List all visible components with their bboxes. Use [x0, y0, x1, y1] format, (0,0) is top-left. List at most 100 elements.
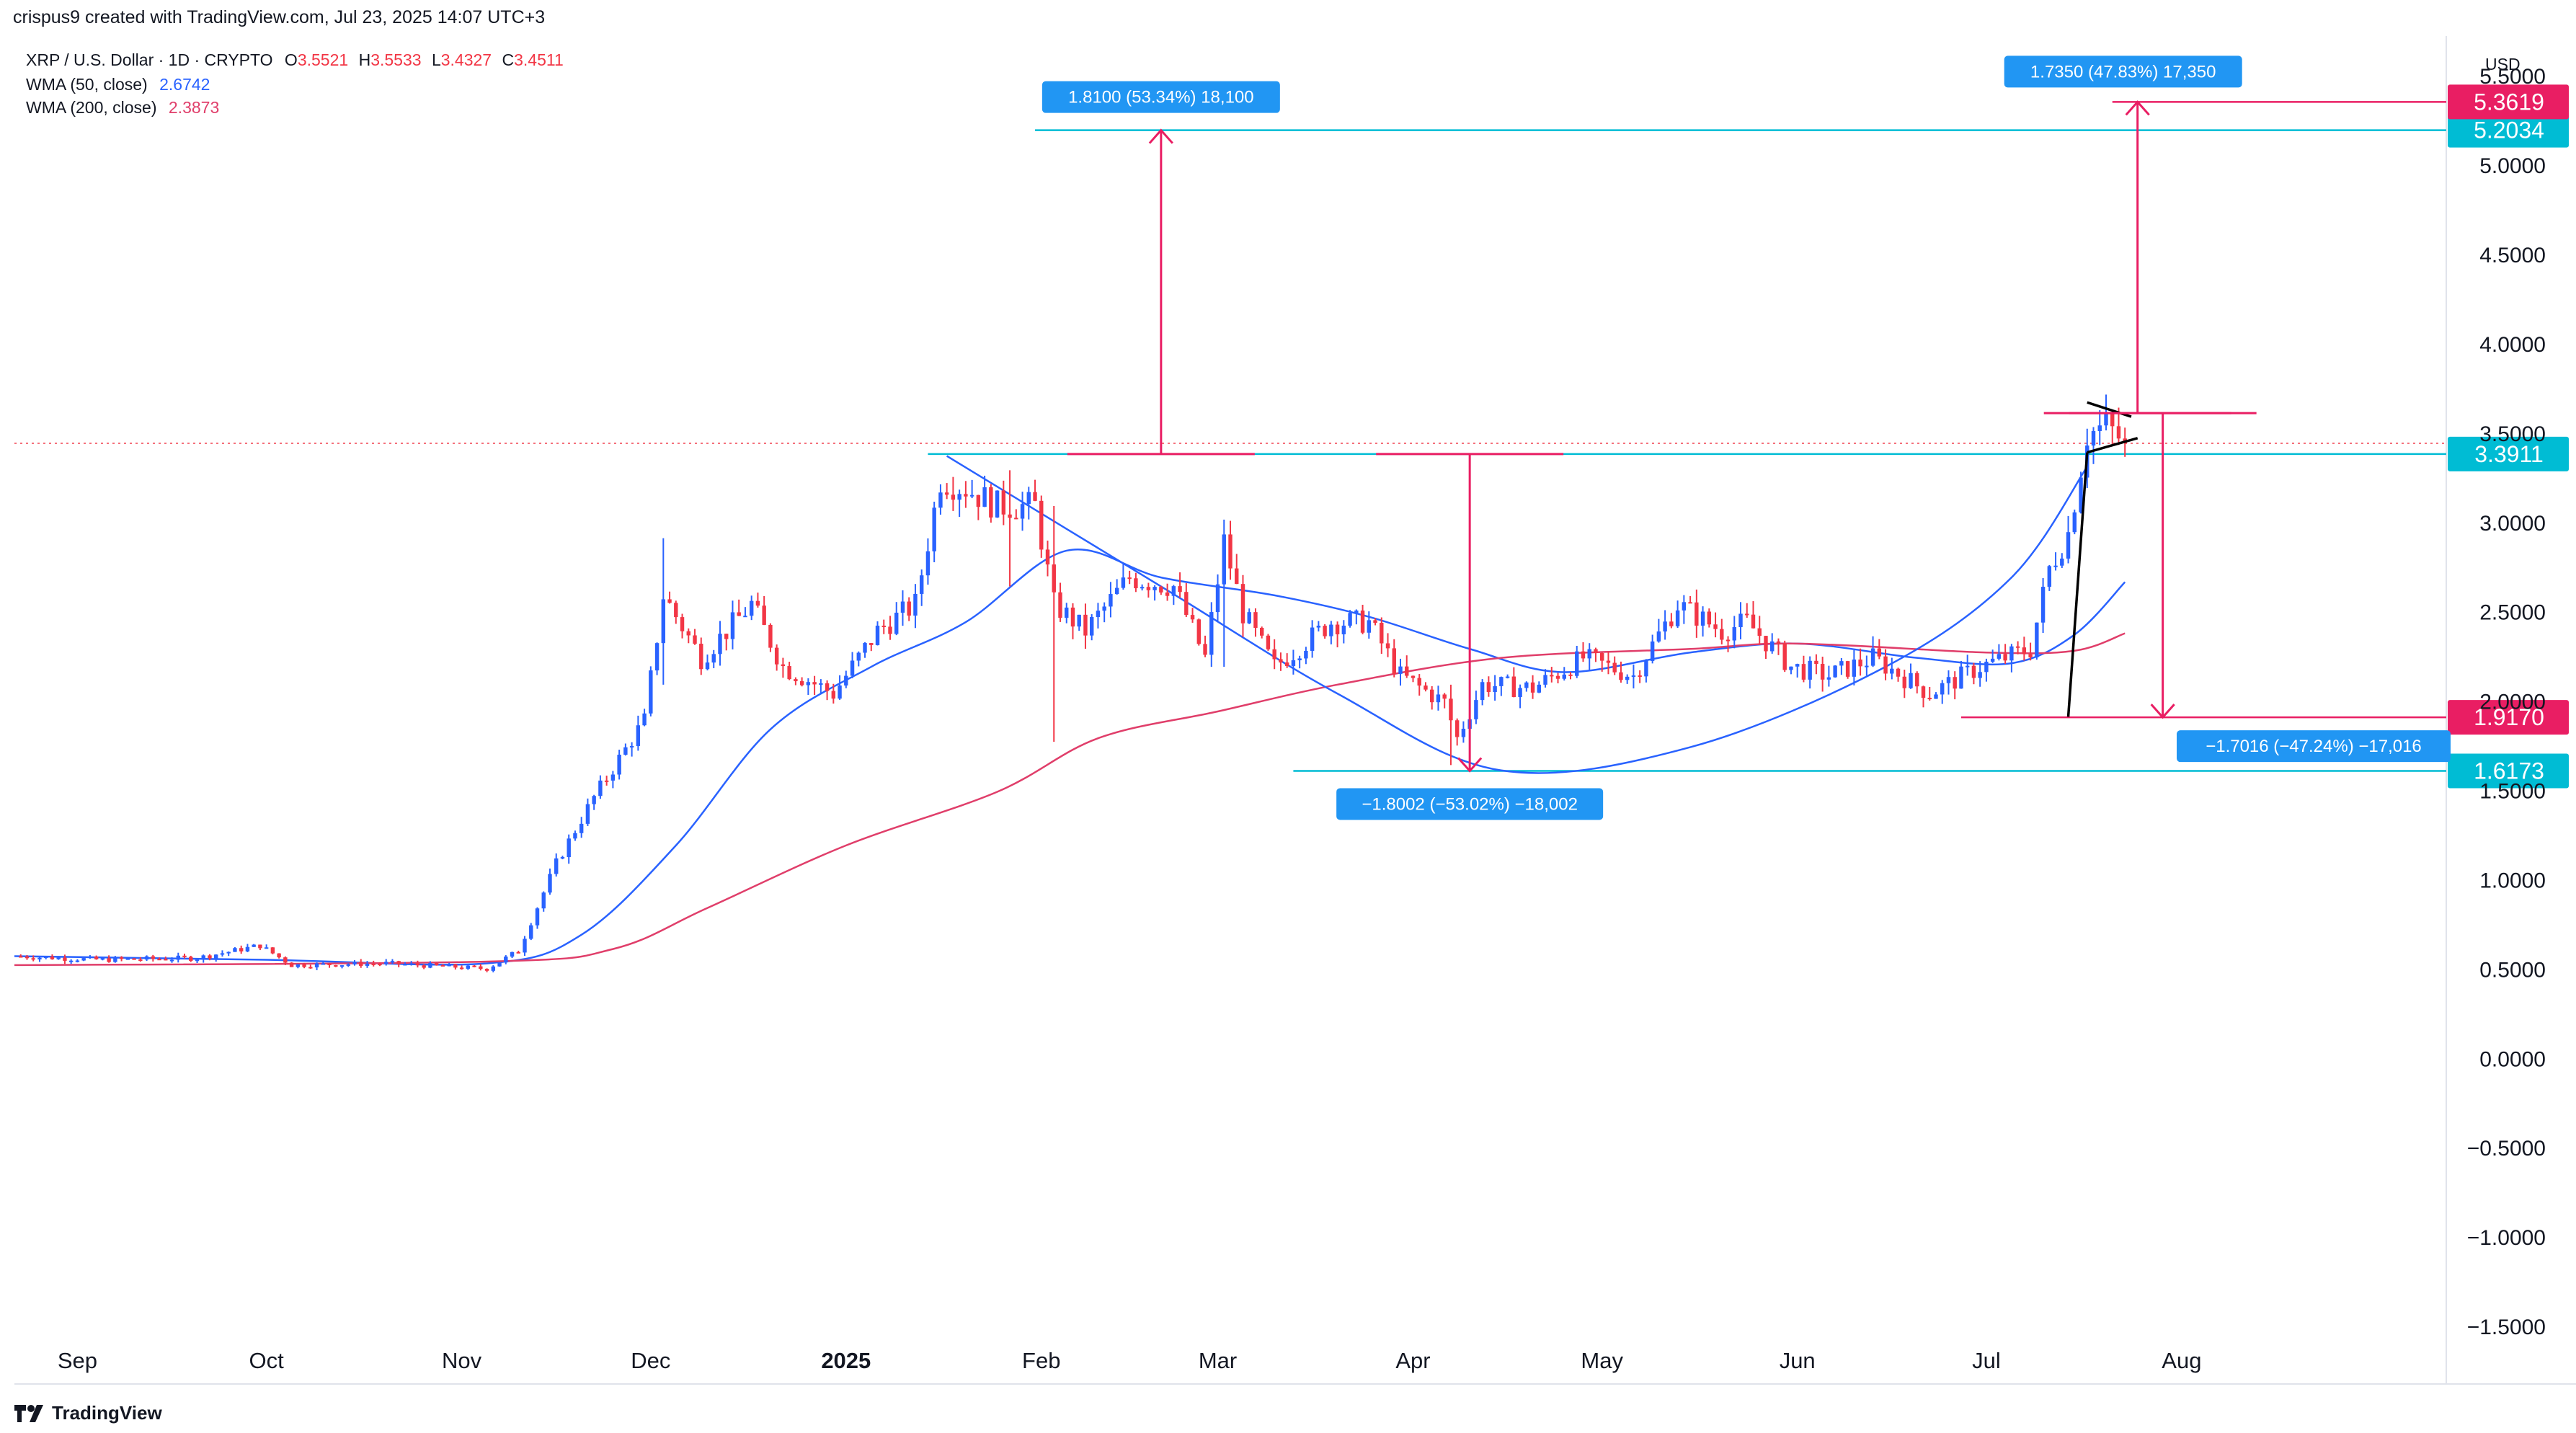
candle-body — [863, 643, 867, 653]
candle-body — [1927, 698, 1932, 700]
candle-body — [1259, 627, 1264, 636]
price-axis-marker — [2448, 84, 2569, 120]
candle-body — [1638, 675, 1642, 678]
wma200-line — [14, 632, 2126, 967]
candle-body — [1096, 611, 1101, 618]
candle-body — [1883, 656, 1888, 674]
candle-body — [1770, 641, 1775, 652]
measure-label: −1.8002 (−53.02%) −18,002 — [1362, 794, 1578, 814]
candle-body — [598, 780, 603, 797]
candle-body — [1033, 492, 1037, 501]
candle-body — [1568, 674, 1573, 676]
candle-body — [1052, 564, 1056, 593]
candle-body — [1499, 677, 1504, 686]
candle-body — [409, 963, 414, 965]
candle-body — [1625, 676, 1630, 680]
candle-body — [1757, 628, 1762, 636]
y-tick-label: 0.0000 — [2479, 1047, 2546, 1071]
candle-body — [252, 944, 256, 947]
candle-body — [169, 959, 174, 962]
candle-body — [365, 963, 370, 966]
candle-body — [1776, 641, 1781, 644]
candle-body — [976, 494, 981, 507]
candle-body — [951, 494, 956, 500]
candle-body — [925, 551, 931, 576]
candle-body — [1764, 636, 1768, 652]
wma50-legend[interactable]: WMA (50, close) 2.6742 — [26, 75, 210, 94]
candle-body — [1474, 700, 1478, 719]
y-tick-label: 2.0000 — [2479, 691, 2546, 714]
candle-body — [434, 963, 439, 965]
candle-body — [567, 838, 571, 858]
candle-body — [1619, 672, 1623, 680]
candle-body — [2015, 646, 2020, 648]
candle-body — [1902, 676, 1906, 688]
candle-body — [585, 804, 590, 824]
candle-body — [270, 947, 275, 954]
candle-body — [529, 925, 533, 939]
price-axis-marker-label: 1.9170 — [2474, 704, 2544, 730]
tradingview-logo[interactable]: TradingView — [13, 1402, 162, 1424]
candle-body — [296, 964, 301, 967]
symbol-legend[interactable]: XRP / U.S. Dollar · 1D · CRYPTO O3.5521 … — [26, 50, 564, 70]
candle-body — [1594, 649, 1598, 654]
measure-arrow-head — [2125, 100, 2150, 116]
candle-body — [403, 964, 407, 966]
candle-body — [957, 494, 961, 500]
currency-label: USD — [2485, 55, 2521, 74]
candle-body — [850, 660, 855, 676]
candle-body — [1008, 514, 1012, 518]
measure-label: −1.7016 (−47.24%) −17,016 — [2206, 737, 2422, 756]
candle-body — [781, 664, 786, 667]
candle-body — [995, 490, 1000, 518]
candle-body — [535, 908, 540, 926]
candle-body — [705, 662, 710, 670]
candle-body — [1089, 617, 1094, 636]
candle-body — [1159, 587, 1163, 593]
candle-body — [1562, 674, 1566, 679]
candle-body — [119, 957, 124, 959]
candle-body — [1644, 660, 1648, 677]
candle-body — [629, 745, 634, 747]
ohlc-high: H3.5533 — [358, 50, 422, 69]
candle-body — [1127, 577, 1132, 580]
candle-body — [1486, 682, 1491, 692]
candle-body — [636, 725, 641, 746]
candle-body — [314, 963, 319, 968]
candle-body — [245, 946, 250, 951]
candle-body — [2047, 566, 2052, 587]
candle-body — [132, 958, 136, 960]
measure-label: 1.7350 (47.83%) 17,350 — [2030, 62, 2216, 81]
candle-body — [730, 612, 735, 639]
candle-body — [749, 600, 754, 616]
candle-body — [1511, 676, 1516, 697]
candle-body — [1310, 627, 1315, 651]
price-axis-marker-label: 3.3911 — [2474, 441, 2544, 467]
candle-body — [1209, 612, 1214, 655]
candle-body — [1965, 665, 1970, 667]
candle-body — [2035, 622, 2039, 657]
candle-body — [1461, 728, 1466, 737]
candle-body — [1820, 664, 1825, 680]
flag-pattern-line — [2066, 452, 2089, 717]
candle-body — [938, 492, 943, 508]
candle-body — [1373, 620, 1377, 623]
y-tick-label: 5.0000 — [2479, 154, 2546, 178]
candle-body — [875, 625, 880, 645]
candle-body — [1215, 584, 1220, 613]
candle-body — [1235, 568, 1239, 585]
candle-body — [649, 670, 653, 714]
candle-body — [352, 962, 357, 964]
candle-body — [346, 964, 350, 966]
wma200-legend[interactable]: WMA (200, close) 2.3873 — [26, 98, 219, 117]
chart-attribution: crispus9 created with TradingView.com, J… — [13, 7, 546, 27]
candle-body — [2097, 425, 2102, 432]
candle-body — [208, 955, 212, 959]
candle-body — [856, 652, 861, 661]
candle-body — [523, 939, 527, 953]
candle-body — [900, 601, 905, 613]
y-tick-label: 1.0000 — [2479, 869, 2546, 892]
candle-body — [768, 624, 773, 648]
candle-body — [693, 635, 697, 644]
